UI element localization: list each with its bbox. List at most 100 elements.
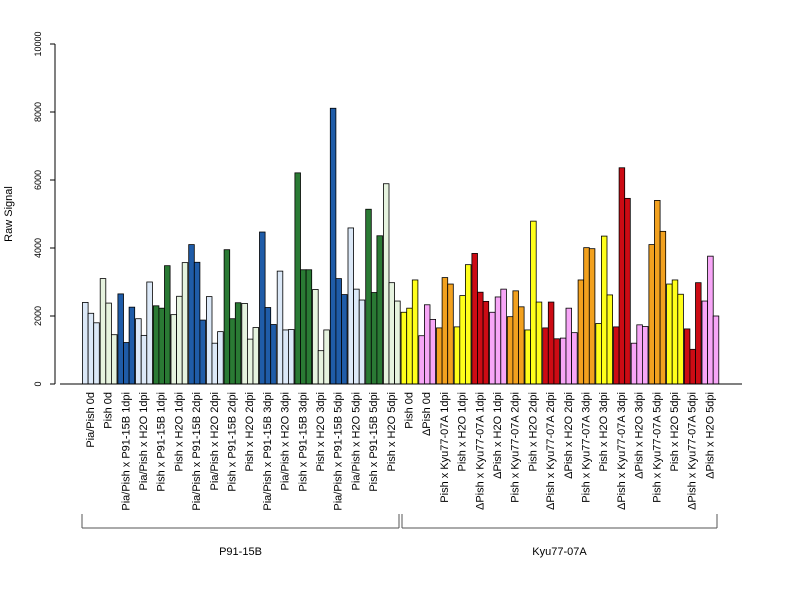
bar bbox=[294, 172, 301, 385]
bar bbox=[636, 324, 643, 385]
bar bbox=[158, 307, 165, 385]
bar bbox=[606, 294, 613, 385]
bar bbox=[93, 322, 100, 385]
bar bbox=[211, 342, 218, 385]
bar bbox=[601, 235, 608, 385]
bar bbox=[264, 307, 272, 385]
bar bbox=[512, 290, 519, 385]
bar bbox=[305, 269, 313, 385]
x-category-label: Pish x H2O 1dpi bbox=[173, 392, 185, 471]
bar bbox=[447, 283, 454, 385]
group-label: P91-15B bbox=[219, 546, 262, 558]
bar bbox=[270, 324, 277, 385]
x-category-label: ΔPish x H2O 1dpi bbox=[492, 392, 504, 479]
bar bbox=[518, 306, 525, 385]
y-tick-label: 2000 bbox=[33, 306, 43, 326]
bar bbox=[524, 329, 531, 385]
x-category-label: ΔPish x H2O 3dpi bbox=[634, 392, 646, 479]
bar bbox=[282, 329, 289, 385]
bar bbox=[671, 279, 679, 385]
group-brackets: P91-15B Kyu77-07A bbox=[81, 514, 718, 558]
x-category-label: ΔPish x Kyu77-07A 2dpi bbox=[545, 392, 557, 510]
bar bbox=[234, 302, 242, 385]
x-category-label: Pia/Pish x H2O 1dpi bbox=[138, 392, 150, 490]
bar bbox=[577, 279, 585, 385]
bar bbox=[500, 288, 507, 385]
bar bbox=[229, 318, 236, 385]
bar bbox=[642, 326, 649, 385]
x-category-label: Pish x Kyu77-07A 5dpi bbox=[651, 392, 663, 503]
bar bbox=[695, 282, 702, 385]
bar bbox=[358, 299, 366, 385]
bar bbox=[547, 301, 555, 385]
bar bbox=[99, 278, 107, 385]
bar bbox=[482, 300, 490, 385]
bar bbox=[565, 307, 572, 385]
bar bbox=[176, 295, 183, 385]
bar bbox=[489, 311, 496, 385]
bar bbox=[259, 231, 266, 385]
bar bbox=[542, 327, 549, 385]
bar bbox=[246, 338, 254, 385]
x-category-label: Pia/Pish x P91-15B 3dpi bbox=[262, 392, 274, 511]
category-labels: Pia/Pish 0d Pish 0d Pia/Pish x P91-15B 1dp… bbox=[85, 392, 717, 511]
bar bbox=[666, 283, 673, 385]
y-tick-label: 6000 bbox=[33, 170, 43, 190]
bar bbox=[105, 302, 112, 385]
bar bbox=[117, 293, 124, 385]
x-category-label: ΔPish x H2O 2dpi bbox=[563, 392, 575, 479]
bar bbox=[400, 311, 408, 385]
bar bbox=[494, 296, 502, 385]
bar bbox=[689, 348, 696, 385]
bar bbox=[453, 326, 461, 385]
x-category-label: ΔPish x Kyu77-07A 3dpi bbox=[616, 392, 628, 510]
bar bbox=[659, 230, 667, 385]
x-category-label: Pia/Pish x H2O 2dpi bbox=[209, 392, 221, 490]
x-category-label: Pish 0d bbox=[404, 392, 416, 429]
bar bbox=[188, 244, 195, 385]
bar bbox=[193, 261, 201, 385]
bar bbox=[300, 269, 307, 385]
bar bbox=[506, 316, 514, 385]
bar bbox=[683, 328, 691, 385]
x-category-label: ΔPish 0d bbox=[421, 392, 433, 436]
bar bbox=[464, 264, 472, 385]
bar bbox=[624, 197, 631, 385]
bar bbox=[128, 306, 136, 385]
bar bbox=[146, 281, 153, 385]
bar bbox=[170, 314, 177, 385]
x-category-label: Pia/Pish x P91-15B 2dpi bbox=[191, 392, 203, 511]
bar bbox=[613, 326, 620, 385]
bar bbox=[353, 288, 360, 385]
bar bbox=[618, 167, 626, 385]
bar bbox=[418, 335, 425, 385]
bar bbox=[530, 220, 537, 385]
bar bbox=[701, 300, 708, 385]
bar bbox=[471, 253, 478, 385]
bar bbox=[388, 282, 395, 385]
bar bbox=[335, 278, 342, 385]
bar bbox=[588, 248, 596, 385]
bar bbox=[429, 318, 436, 385]
bar bbox=[648, 244, 655, 385]
bar bbox=[241, 303, 248, 385]
x-category-label: Pia/Pish x P91-15B 1dpi bbox=[120, 392, 132, 511]
bar bbox=[376, 235, 383, 385]
bar bbox=[394, 300, 401, 385]
bar bbox=[317, 350, 325, 385]
y-tick-label: 8000 bbox=[33, 102, 43, 122]
bar bbox=[181, 262, 189, 385]
bar bbox=[312, 289, 319, 385]
bar bbox=[205, 296, 213, 385]
x-category-label: Pish x P91-15B 5dpi bbox=[368, 392, 380, 492]
x-category-label: Pish x Kyu77-07A 3dpi bbox=[581, 392, 593, 503]
bar bbox=[707, 255, 714, 385]
x-category-label: Pia/Pish 0d bbox=[85, 392, 97, 448]
y-axis: 0 2000 4000 6000 8000 10000 bbox=[33, 31, 56, 387]
x-category-label: Pia/Pish x H2O 3dpi bbox=[280, 392, 292, 490]
x-category-label: Pish x H2O 3dpi bbox=[315, 392, 327, 471]
x-category-label: Pish x H2O 2dpi bbox=[244, 392, 256, 471]
y-axis-title: Raw Signal bbox=[3, 186, 15, 242]
bar bbox=[329, 107, 337, 385]
